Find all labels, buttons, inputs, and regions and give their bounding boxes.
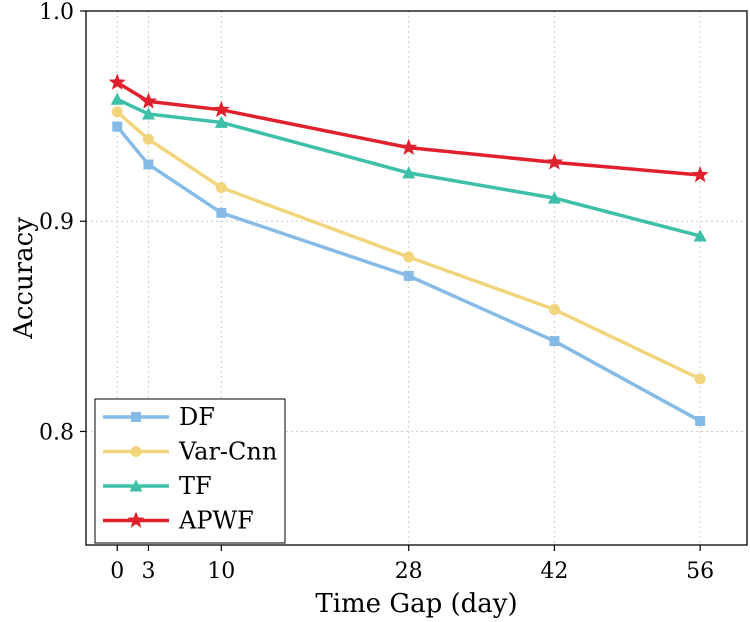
series-df	[112, 121, 706, 426]
data-point-apwf	[691, 165, 709, 183]
legend-item-df: DF	[103, 403, 215, 431]
series-line-df	[115, 125, 702, 423]
data-point-var-cnn	[111, 106, 123, 118]
y-tick-label: 0.8	[39, 420, 74, 445]
x-tick-label: 0	[110, 559, 124, 584]
data-point-apwf	[212, 100, 230, 118]
data-point-tf	[110, 92, 124, 105]
legend-label: DF	[179, 403, 215, 431]
data-point-df	[216, 207, 227, 218]
legend-item-tf: TF	[103, 472, 212, 500]
x-tick-label: 3	[141, 559, 155, 584]
legend-item-var-cnn: Var-Cnn	[103, 438, 277, 466]
series-line-apwf	[116, 80, 701, 177]
data-point-tf	[214, 115, 228, 128]
x-tick-label: 42	[540, 559, 568, 584]
series-apwf	[108, 73, 709, 183]
y-axis-ticks: 0.8 0.9 1.0	[39, 0, 86, 445]
data-point-var-cnn	[548, 304, 560, 316]
x-tick-label: 56	[686, 559, 714, 584]
x-axis-ticks: 0 3 10 28 42 56	[110, 545, 714, 584]
legend-label: APWF	[178, 507, 254, 535]
x-tick-label: 10	[207, 559, 235, 584]
legend-item-apwf: APWF	[103, 507, 254, 535]
data-point-df	[403, 270, 414, 281]
series-line-var-cnn	[116, 110, 701, 381]
data-point-apwf	[400, 138, 418, 155]
data-point-var-cnn	[142, 133, 154, 145]
legend-marker	[127, 511, 145, 528]
y-axis-label: Accuracy	[9, 217, 39, 340]
x-tick-label: 28	[395, 559, 423, 584]
data-point-var-cnn	[694, 373, 706, 385]
legend-label: TF	[179, 472, 212, 500]
series-tf	[110, 92, 707, 242]
y-tick-label: 1.0	[39, 0, 74, 25]
plot-frame	[85, 10, 748, 546]
y-tick-label: 0.9	[39, 210, 74, 235]
legend-label: Var-Cnn	[178, 438, 277, 466]
data-point-var-cnn	[403, 251, 415, 263]
series-var-cnn	[111, 106, 706, 385]
data-point-tf	[402, 166, 416, 179]
data-point-df	[549, 336, 560, 347]
series-layer	[108, 73, 709, 426]
x-axis-label: Time Gap (day)	[315, 589, 517, 619]
data-point-df	[695, 415, 706, 426]
data-point-tf	[141, 107, 155, 120]
legend: DF Var-Cnn TF APWF	[94, 398, 286, 544]
data-point-apwf	[108, 73, 126, 90]
legend-marker	[131, 412, 141, 422]
data-point-tf	[693, 229, 707, 242]
data-point-tf	[547, 191, 561, 204]
data-point-var-cnn	[215, 182, 227, 194]
data-point-apwf	[139, 92, 158, 109]
legend-marker	[130, 446, 142, 457]
legend-marker	[129, 479, 143, 492]
data-point-apwf	[545, 153, 563, 170]
data-point-df	[143, 159, 154, 170]
data-point-df	[112, 121, 123, 132]
series-line-tf	[116, 97, 701, 238]
